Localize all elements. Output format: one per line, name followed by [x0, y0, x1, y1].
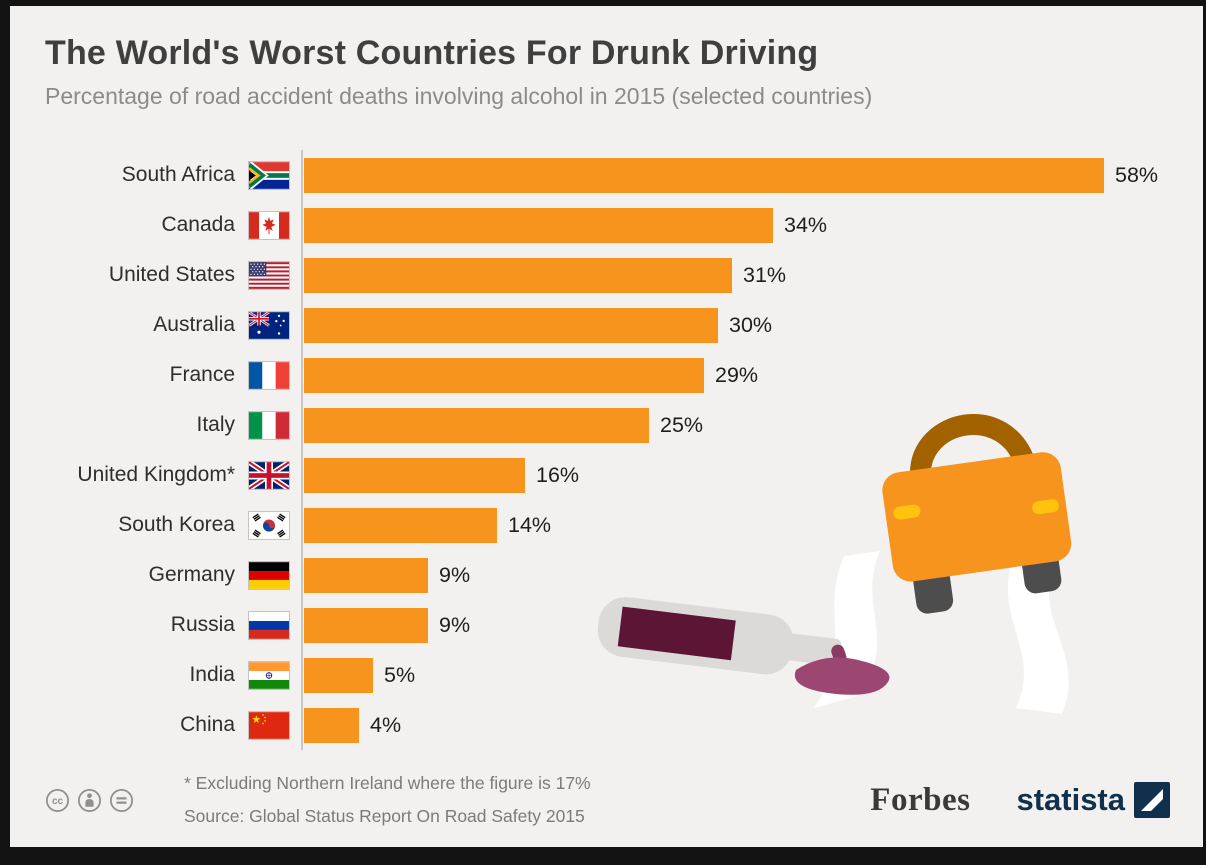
statista-wordmark: statista [1016, 782, 1125, 817]
flag-icon-australia [249, 311, 289, 339]
value-label: 16% [536, 462, 580, 487]
country-label: Italy [196, 413, 235, 436]
country-label: United Kingdom* [77, 463, 235, 486]
cc-license-badges: cc [45, 788, 134, 813]
bar-south-africa [304, 157, 1104, 193]
statista-logo-mark [1134, 782, 1170, 818]
footnote: * Excluding Northern Ireland where the f… [184, 773, 591, 793]
chart-row: Italy 25% [45, 400, 1168, 450]
value-label: 5% [384, 662, 416, 687]
chart-row: Germany 9% [45, 550, 1168, 600]
value-label: 25% [660, 412, 704, 437]
chart-row: Australia 30% [45, 300, 1168, 350]
bar-australia [304, 307, 718, 343]
country-label: China [180, 713, 235, 736]
bar-track: 34% [301, 200, 1168, 250]
flag-icon-united-states [249, 261, 289, 289]
page-subtitle: Percentage of road accident deaths invol… [45, 83, 873, 109]
country-label: Germany [148, 563, 235, 586]
value-label: 14% [508, 512, 552, 537]
country-label: France [169, 363, 235, 386]
svg-text:cc: cc [52, 796, 63, 807]
chart-row: India 5% [45, 650, 1168, 700]
value-label: 58% [1115, 162, 1159, 187]
forbes-logo: Forbes [870, 782, 971, 818]
value-label: 9% [439, 562, 471, 587]
value-label: 34% [784, 212, 828, 237]
bar-united-kingdom [304, 457, 525, 493]
bar-italy [304, 407, 649, 443]
flag-icon-india [249, 661, 289, 689]
brand-logos: Forbes statista [870, 782, 1170, 818]
bar-track: 5% [301, 650, 1168, 700]
bar-canada [304, 207, 773, 243]
value-label: 29% [715, 362, 759, 387]
bar-track: 16% [301, 450, 1168, 500]
no-derivatives-icon [109, 788, 134, 812]
chart-row: South Korea 14% [45, 500, 1168, 550]
flag-icon-south-africa [249, 161, 289, 189]
country-label: United States [108, 263, 235, 286]
value-label: 4% [370, 712, 402, 737]
source-line: Source: Global Status Report On Road Saf… [184, 806, 585, 826]
statista-logo: statista [1016, 782, 1170, 818]
bar-track: 9% [301, 600, 1168, 650]
bar-track: 30% [301, 300, 1168, 350]
chart-row: South Africa 58% [45, 150, 1168, 200]
bar-india [304, 657, 373, 693]
bar-chart: South Africa 58% Canada 34% United States 31%… [45, 150, 1168, 750]
country-label: Canada [161, 213, 235, 236]
chart-row: Canada 34% [45, 200, 1168, 250]
footer: cc * Excluding Northern Ireland where th… [45, 767, 1170, 833]
chart-row: France 29% [45, 350, 1168, 400]
country-label: India [189, 663, 235, 686]
flag-icon-italy [249, 411, 289, 439]
bar-track: 31% [301, 250, 1168, 300]
value-label: 31% [743, 262, 787, 287]
chart-row: United States 31% [45, 250, 1168, 300]
chart-row: Russia 9% [45, 600, 1168, 650]
bar-france [304, 357, 704, 393]
country-label: South Africa [121, 163, 235, 186]
bar-south-korea [304, 507, 497, 543]
value-label: 9% [439, 612, 471, 637]
country-label: Russia [170, 613, 235, 636]
bar-track: 29% [301, 350, 1168, 400]
flag-icon-china [249, 711, 289, 739]
country-label: South Korea [118, 513, 235, 536]
value-label: 30% [729, 312, 773, 337]
chart-row: United Kingdom* 16% [45, 450, 1168, 500]
bar-united-states [304, 257, 732, 293]
bar-track: 25% [301, 400, 1168, 450]
flag-icon-south-korea [249, 511, 289, 539]
cc-icon: cc [45, 788, 70, 812]
footer-notes: * Excluding Northern Ireland where the f… [184, 767, 591, 833]
bar-russia [304, 607, 428, 643]
bar-china [304, 707, 359, 743]
country-label: Australia [153, 313, 235, 336]
flag-icon-germany [249, 561, 289, 589]
page-title: The World's Worst Countries For Drunk Dr… [45, 34, 819, 72]
flag-icon-canada [249, 211, 289, 239]
chart-row: China 4% [45, 700, 1168, 750]
bar-track: 14% [301, 500, 1168, 550]
bar-germany [304, 557, 428, 593]
bar-track: 4% [301, 700, 1168, 750]
flag-icon-united-kingdom [249, 461, 289, 489]
bar-track: 58% [301, 150, 1168, 200]
bar-track: 9% [301, 550, 1168, 600]
infographic-card: The World's Worst Countries For Drunk Dr… [10, 6, 1203, 847]
flag-icon-russia [249, 611, 289, 639]
attribution-icon [77, 788, 102, 812]
flag-icon-france [249, 361, 289, 389]
